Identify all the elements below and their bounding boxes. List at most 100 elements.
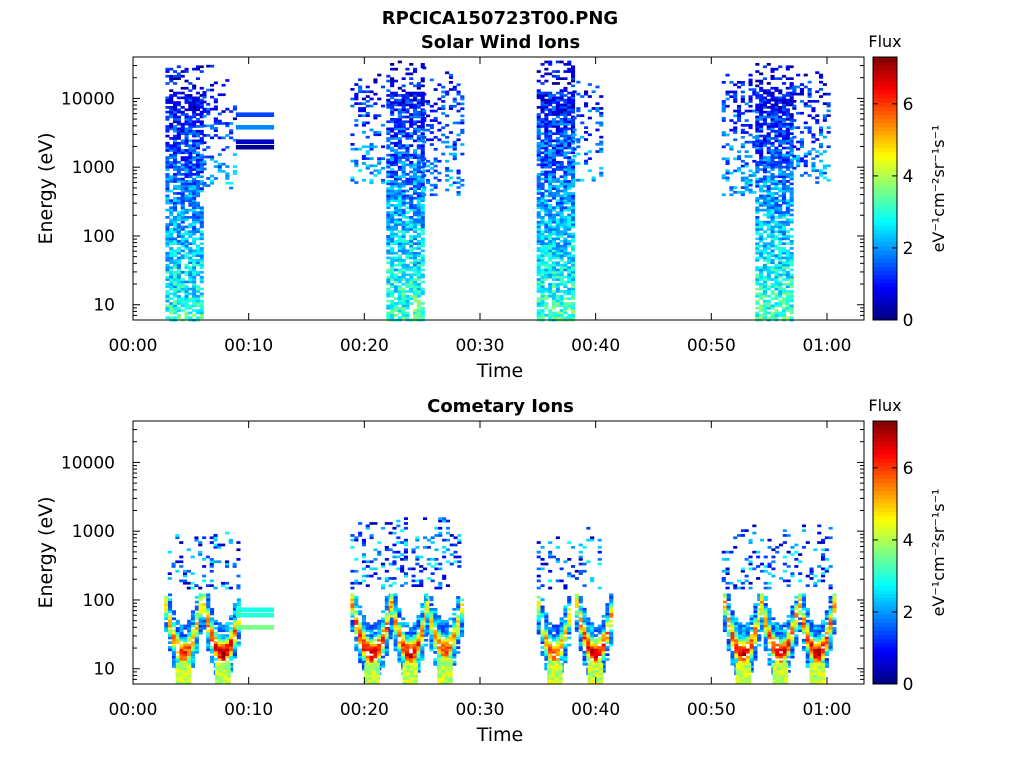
flux-cell (165, 230, 170, 233)
flux-cell (393, 220, 398, 224)
flux-cell (729, 147, 734, 151)
flux-cell (759, 220, 764, 224)
flux-cell (540, 247, 545, 250)
flux-cell (171, 617, 176, 621)
flux-cell (202, 558, 207, 561)
flux-cell (559, 98, 564, 102)
flux-cell (409, 115, 414, 119)
flux-cell (232, 165, 237, 168)
flux-cell (176, 306, 181, 310)
flux-cell (217, 162, 222, 166)
colorbar-step (873, 246, 897, 251)
flux-cell (165, 67, 170, 71)
flux-cell (393, 149, 398, 152)
flux-cell (171, 629, 176, 633)
flux-cell (563, 223, 568, 226)
flux-cell (759, 314, 764, 317)
flux-cell (222, 674, 227, 678)
flux-cell (187, 631, 192, 635)
flux-cell (536, 129, 541, 133)
flux-cell (766, 113, 771, 116)
flux-cell (567, 223, 572, 226)
flux-cell (176, 287, 181, 291)
flux-cell (789, 218, 794, 222)
flux-cell (393, 256, 398, 260)
flux-cell (792, 92, 797, 96)
flux-cell (782, 158, 787, 162)
flux-cell (397, 268, 402, 272)
flux-cell (354, 159, 359, 163)
flux-cell (392, 560, 397, 564)
flux-cell (195, 249, 200, 253)
flux-cell (548, 211, 553, 214)
flux-cell (563, 94, 568, 97)
flux-cell (405, 251, 410, 255)
flux-cell (195, 244, 200, 248)
flux-cell (785, 294, 790, 298)
flux-cell (195, 184, 200, 188)
flux-cell (192, 144, 197, 147)
flux-cell (225, 636, 230, 640)
flux-cell (217, 165, 222, 168)
flux-cell (725, 133, 730, 137)
flux-cell (369, 650, 374, 654)
flux-cell (384, 522, 389, 525)
flux-cell (175, 681, 180, 685)
flux-cell (373, 131, 378, 134)
flux-cell (195, 304, 200, 308)
flux-cell (168, 636, 173, 640)
flux-cell (536, 79, 541, 83)
flux-cell (420, 244, 425, 248)
flux-cell (790, 546, 795, 549)
flux-cell (187, 650, 192, 654)
flux-cell (774, 187, 779, 190)
flux-cell (748, 586, 753, 590)
flux-cell (429, 109, 434, 113)
flux-cell (789, 141, 794, 145)
flux-cell (179, 660, 184, 664)
flux-cell (176, 230, 181, 233)
flux-cell (782, 194, 787, 198)
flux-cell (426, 558, 431, 561)
flux-cell (770, 316, 775, 320)
flux-cell (792, 100, 797, 103)
flux-cell (413, 254, 418, 257)
flux-cell (192, 287, 197, 291)
flux-cell (599, 135, 604, 139)
flux-cell (429, 78, 434, 82)
flux-cell (229, 643, 234, 647)
flux-cell (188, 192, 193, 195)
flux-cell (169, 108, 174, 112)
flux-cell (567, 256, 572, 260)
flux-cell (762, 314, 767, 317)
flux-cell (770, 237, 775, 241)
flux-cell (572, 133, 577, 137)
flux-cell (782, 278, 787, 281)
flux-cell (748, 169, 753, 173)
flux-cell (416, 139, 421, 143)
flux-cell (221, 136, 226, 140)
flux-cell (733, 128, 738, 132)
flux-cell (789, 294, 794, 298)
flux-cell (409, 275, 414, 279)
flux-cell (762, 165, 767, 169)
flux-cell (555, 199, 560, 202)
flux-cell (199, 306, 204, 310)
flux-cell (173, 106, 178, 109)
flux-cell (567, 151, 572, 155)
flux-cell (422, 193, 427, 197)
flux-cell (759, 180, 764, 183)
flux-cell (373, 522, 378, 525)
flux-cell (733, 191, 738, 194)
flux-cell (350, 534, 355, 537)
flux-cell (555, 206, 560, 210)
flux-cell (422, 66, 427, 70)
flux-cell (571, 194, 576, 198)
flux-cell (365, 526, 370, 530)
flux-cell (551, 98, 556, 102)
flux-cell (165, 316, 170, 320)
flux-cell (785, 163, 790, 167)
flux-cell (416, 196, 421, 200)
flux-cell (584, 102, 589, 105)
flux-cell (809, 572, 814, 575)
